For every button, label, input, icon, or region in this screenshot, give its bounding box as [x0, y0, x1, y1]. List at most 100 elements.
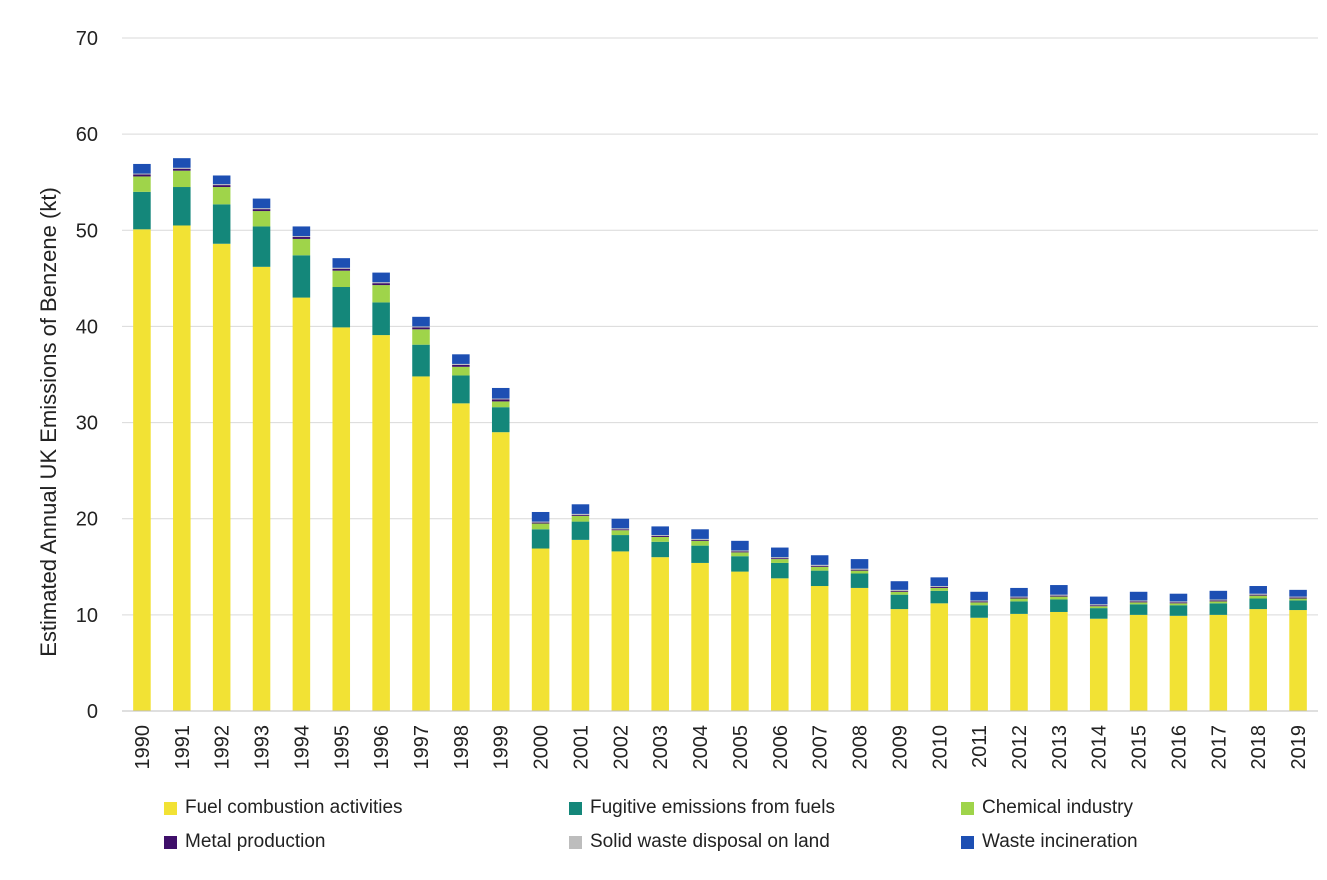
x-tick-label: 2014 — [1089, 725, 1111, 770]
bar-2006-series-0 — [771, 578, 789, 711]
y-axis-label: Estimated Annual UK Emissions of Benzene… — [36, 187, 61, 657]
bar-1995-series-4 — [332, 267, 351, 269]
bar-2004-series-0 — [691, 562, 709, 711]
legend-item: Solid waste disposal on land — [569, 831, 830, 853]
bar-2001-series-5 — [571, 504, 590, 514]
bar-2018-series-1 — [1249, 598, 1267, 610]
bar-1993-series-4 — [252, 208, 271, 210]
bar-2009-series-3 — [890, 590, 909, 592]
x-tick-label: 2012 — [1009, 725, 1031, 770]
bar-2013-series-4 — [1050, 594, 1068, 596]
bar-1994-series-2 — [292, 238, 311, 256]
bar-2015-series-5 — [1129, 591, 1148, 601]
legend-swatch — [569, 801, 582, 815]
bar-1991-series-3 — [173, 168, 191, 171]
bar-2015-series-1 — [1129, 604, 1148, 615]
bar-2004-series-4 — [691, 538, 709, 540]
bar-1990-series-0 — [133, 229, 151, 711]
bar-1991-series-5 — [173, 158, 191, 168]
y-tick-label: 10 — [76, 605, 98, 627]
bar-1999-series-1 — [491, 407, 510, 433]
bar-2017-series-2 — [1209, 601, 1228, 604]
bar-2002-series-0 — [611, 551, 630, 711]
bar-1992-series-1 — [212, 204, 231, 244]
bar-2012-series-5 — [1010, 587, 1028, 597]
y-tick-label: 50 — [76, 220, 98, 242]
legend-swatch — [961, 801, 974, 815]
bar-2015-series-3 — [1129, 601, 1148, 603]
bar-1998-series-3 — [452, 364, 470, 367]
x-tick-label: 2006 — [770, 725, 792, 770]
bar-1991-series-0 — [173, 225, 191, 711]
bar-2014-series-2 — [1089, 606, 1108, 609]
bar-2015-series-0 — [1129, 614, 1148, 711]
x-tick-label: 1991 — [172, 725, 194, 770]
legend-swatch — [569, 835, 582, 849]
bar-2009-series-4 — [890, 589, 909, 591]
bar-1995-series-0 — [332, 327, 351, 711]
x-tick-label: 2001 — [570, 725, 592, 770]
bar-1996-series-1 — [372, 302, 390, 336]
x-tick-label: 2019 — [1288, 725, 1310, 770]
y-tick-label: 40 — [76, 316, 98, 338]
bar-2011-series-5 — [970, 591, 988, 601]
bar-2013-series-5 — [1050, 585, 1068, 595]
bar-2008-series-1 — [850, 573, 869, 588]
bar-2003-series-5 — [651, 526, 669, 536]
x-axis-ticks: 1990 1991 1992 1993 1994 1995 1996 1997 1998 1999… — [132, 725, 1310, 770]
bar-1996-series-3 — [372, 283, 390, 286]
bar-2017-series-0 — [1209, 614, 1228, 711]
bar-1992-series-4 — [212, 184, 231, 186]
bar-1996-series-4 — [372, 282, 390, 284]
bar-2016-series-4 — [1169, 601, 1188, 603]
legend-swatch — [164, 835, 177, 849]
bar-1994-series-5 — [292, 226, 311, 237]
bar-1993-series-2 — [252, 211, 271, 227]
legend-swatch — [164, 801, 177, 815]
bar-2005-series-1 — [731, 556, 749, 572]
legend-item: Chemical industry — [961, 797, 1133, 819]
x-tick-label: 2004 — [690, 725, 712, 770]
bar-2000-series-1 — [531, 529, 550, 549]
bar-2003-series-0 — [651, 557, 669, 711]
bar-2017-series-4 — [1209, 599, 1228, 601]
bar-2013-series-0 — [1050, 611, 1068, 711]
x-tick-label: 2018 — [1248, 725, 1270, 770]
bar-2010-series-1 — [930, 590, 949, 604]
bar-1994-series-1 — [292, 255, 311, 298]
bar-2004-series-3 — [691, 539, 709, 541]
bar-1997-series-2 — [412, 329, 430, 345]
bar-2016-series-3 — [1169, 602, 1188, 604]
bar-2005-series-2 — [731, 552, 749, 557]
bar-2007-series-4 — [810, 564, 829, 566]
bar-2005-series-5 — [731, 540, 749, 551]
bar-2001-series-0 — [571, 539, 590, 711]
bar-2009-series-1 — [890, 594, 909, 610]
gridlines — [122, 37, 1318, 616]
bar-2019-series-1 — [1289, 600, 1307, 611]
x-tick-label: 1994 — [291, 725, 313, 770]
bar-2008-series-0 — [850, 587, 869, 711]
bar-2019-series-2 — [1289, 598, 1307, 601]
bar-1997-series-5 — [412, 316, 430, 327]
bar-2014-series-3 — [1089, 605, 1108, 607]
bar-1999-series-2 — [491, 401, 510, 408]
legend-item: Metal production — [164, 831, 325, 853]
bar-1992-series-2 — [212, 187, 231, 205]
bar-2000-series-2 — [531, 523, 550, 530]
bar-1995-series-5 — [332, 258, 351, 268]
legend-label: Chemical industry — [982, 797, 1133, 818]
x-tick-label: 2015 — [1129, 725, 1151, 770]
bar-1994-series-4 — [292, 236, 311, 238]
y-tick-label: 20 — [76, 509, 98, 531]
bar-2000-series-5 — [531, 511, 550, 522]
bar-2014-series-4 — [1089, 604, 1108, 606]
legend-swatch — [961, 835, 974, 849]
bar-2014-series-0 — [1089, 618, 1108, 711]
bar-2008-series-4 — [850, 568, 869, 570]
bar-2003-series-1 — [651, 541, 669, 558]
bar-2019-series-5 — [1289, 589, 1307, 597]
bar-2017-series-5 — [1209, 590, 1228, 600]
bar-1990-series-1 — [133, 191, 151, 230]
